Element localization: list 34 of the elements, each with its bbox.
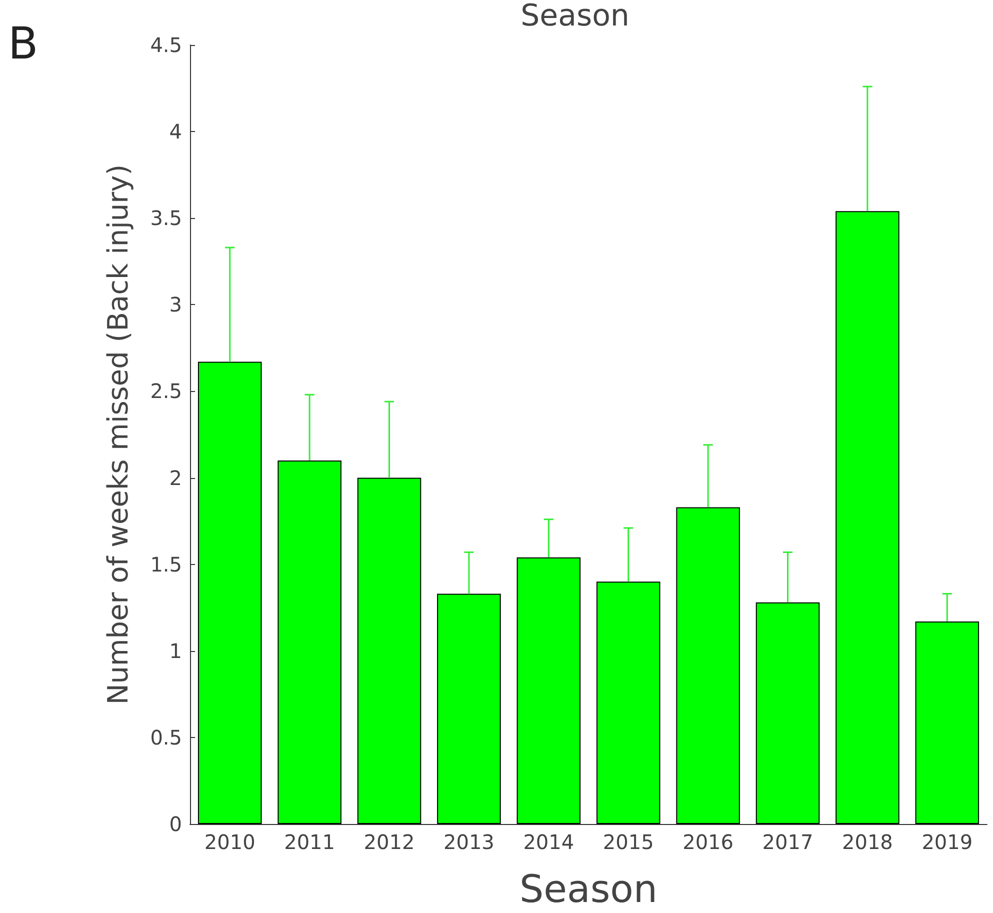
y-tick-label: 4 <box>169 120 182 144</box>
y-tick-label: 2.5 <box>150 379 182 404</box>
x-tick-label: 2015 <box>602 830 654 854</box>
y-tick-label: 0 <box>169 812 182 836</box>
bar <box>756 602 820 824</box>
x-tick-label: 2019 <box>922 830 973 854</box>
bar <box>836 211 900 824</box>
bar <box>676 507 740 824</box>
y-tick-label: 1 <box>169 638 182 663</box>
x-tick-label: 2010 <box>204 830 256 854</box>
y-tick-label: 2 <box>169 466 182 490</box>
x-tick-label: 2016 <box>682 830 734 854</box>
x-tick-label: 2017 <box>762 830 814 854</box>
x-tick-label: 2011 <box>284 830 336 854</box>
text: B <box>8 18 38 70</box>
y-axis-title: Number of weeks missed (Back injury) <box>102 164 134 705</box>
bar <box>437 594 501 824</box>
bar <box>198 362 262 824</box>
y-tick-label: 0.5 <box>150 725 182 750</box>
bar <box>915 621 980 824</box>
chart-title: Season <box>520 0 630 34</box>
x-axis-title: Season <box>520 867 658 911</box>
y-tick-label: 1.5 <box>150 552 182 576</box>
x-tick-label: 2012 <box>364 830 415 854</box>
x-tick-label: 2013 <box>443 830 494 854</box>
bar <box>516 557 581 824</box>
bar <box>357 478 422 824</box>
x-tick-label: 2014 <box>523 830 574 854</box>
y-tick-label: 4.5 <box>150 33 182 57</box>
bar <box>596 582 660 824</box>
y-tick-label: 3.5 <box>150 206 182 230</box>
bar <box>278 460 342 824</box>
y-tick-label: 3 <box>169 292 182 317</box>
x-tick-label: 2018 <box>842 830 893 854</box>
